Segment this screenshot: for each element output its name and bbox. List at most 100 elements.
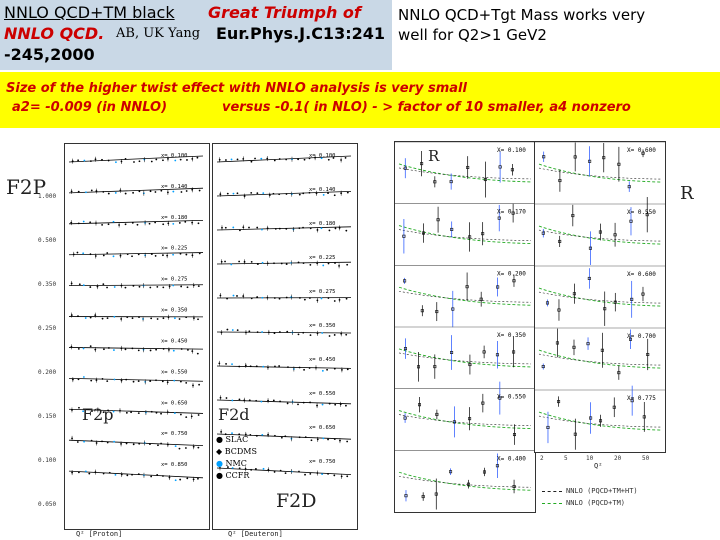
r-panel-left: X= 0.100 X= 0.170 X= 0.200 X= 0.350 X= 0.550… xyxy=(394,141,536,513)
f2-data-point xyxy=(198,189,201,192)
f2-data-point xyxy=(89,221,92,224)
title-line2-red: NNLO QCD. xyxy=(4,24,105,43)
r-data-point xyxy=(483,178,487,182)
f2-data-point xyxy=(345,229,348,232)
r-curve-ht xyxy=(398,229,532,241)
f2-data-point xyxy=(138,442,141,445)
r-data-point xyxy=(542,155,546,159)
f2-data-point xyxy=(280,262,283,265)
f2-data-point xyxy=(160,189,163,192)
f2-data-point xyxy=(77,378,80,381)
r-data-point xyxy=(642,415,646,419)
f2-data-point xyxy=(173,412,176,415)
f2-data-point xyxy=(225,397,228,399)
f2-data-point xyxy=(225,159,227,161)
f2-data-point xyxy=(327,438,329,441)
f2-bin-label: x= 0.100 xyxy=(161,153,188,159)
f2-data-point xyxy=(90,379,93,382)
title-pages: -245,2000 xyxy=(4,45,95,64)
r-xlabel: Q² xyxy=(594,462,603,470)
f2-data-point xyxy=(280,436,283,439)
f2-fit-curve xyxy=(68,439,204,447)
r-curve-tm xyxy=(398,163,532,183)
f2-data-point xyxy=(90,189,93,192)
f2-data-point xyxy=(327,262,330,265)
r-data-point xyxy=(557,400,561,404)
r-data-point xyxy=(588,246,592,250)
f2-data-point xyxy=(112,410,115,413)
f2-bin-label: x= 0.225 xyxy=(309,255,336,261)
f2-data-point xyxy=(273,262,275,265)
r-data-point xyxy=(555,341,559,345)
f2p-label: F2P xyxy=(6,175,47,199)
r-curve-ht xyxy=(398,290,532,303)
r-data-point xyxy=(586,342,590,346)
f2-data-point xyxy=(89,253,92,256)
title-authors: AB, UK Yang xyxy=(116,26,201,41)
f2-data-point xyxy=(130,411,132,414)
f2-data-point xyxy=(179,380,182,383)
f2-data-point xyxy=(226,328,229,331)
f2-data-point xyxy=(131,347,134,350)
r-data-point xyxy=(420,162,424,166)
f2-data-point xyxy=(224,260,226,263)
f2-fit-curve xyxy=(68,470,204,479)
r-plot-right: X= 0.600 X= 0.550 X= 0.600 X= 0.700 X= 0.775 xyxy=(535,141,665,450)
r-data-point xyxy=(645,213,649,217)
f2-data-point xyxy=(124,286,127,289)
title-journal: Eur.Phys.J.C13:241 xyxy=(216,24,385,43)
f2-data-point xyxy=(321,473,324,476)
r-xtick-4: 20 xyxy=(614,455,622,462)
f2-data-point xyxy=(328,229,331,232)
r-bin-label: X= 0.100 xyxy=(497,147,526,154)
f2-data-point xyxy=(138,160,141,163)
f2-data-point xyxy=(149,380,152,383)
f2-data-point xyxy=(149,443,151,445)
r-data-point xyxy=(629,219,633,223)
f2-data-point xyxy=(156,285,159,288)
f2-data-point xyxy=(88,472,91,475)
f2-data-point xyxy=(137,253,140,256)
f2-data-point xyxy=(261,331,263,333)
f2-data-point xyxy=(173,379,176,382)
f2-data-point xyxy=(185,190,188,192)
r-data-point xyxy=(613,233,617,237)
r-data-point xyxy=(558,179,562,183)
f2-data-point xyxy=(308,191,311,194)
f2-data-point xyxy=(107,223,110,226)
f2-data-point xyxy=(107,347,110,349)
r-data-point xyxy=(417,365,421,369)
r-data-point xyxy=(602,156,606,160)
f2-data-point xyxy=(82,376,85,378)
right-title-line2: well for Q2>1 GeV2 xyxy=(398,26,547,44)
legend-tm: NNLO (PQCD+TM) xyxy=(566,499,626,507)
r-data-point xyxy=(481,401,485,405)
f2-fit-curve xyxy=(68,377,204,382)
f2-data-point xyxy=(198,383,201,386)
f2-data-point xyxy=(197,222,200,225)
f2-data-point xyxy=(185,381,188,384)
r-data-point xyxy=(598,230,602,234)
f2-data-point xyxy=(137,380,140,383)
f2-data-point xyxy=(172,222,175,225)
f2-data-point xyxy=(82,220,85,223)
f2-data-point xyxy=(115,161,117,164)
f2d-inner-label: F2d xyxy=(218,405,250,424)
f2-data-point xyxy=(113,378,116,381)
r-xtick-2: 5 xyxy=(564,455,568,462)
f2-data-point xyxy=(286,330,289,333)
r-data-point xyxy=(545,301,549,305)
f2-bin-label: x= 0.750 xyxy=(161,431,188,437)
f2-data-point xyxy=(131,255,133,258)
f2-bin-label: x= 0.180 xyxy=(161,215,188,221)
f2-data-point xyxy=(238,398,241,401)
legend-line-tm xyxy=(542,503,562,504)
r-data-point xyxy=(466,165,470,169)
f2-fit-curve xyxy=(216,155,352,163)
f2-fit-curve xyxy=(216,261,352,265)
r-data-point xyxy=(466,482,470,486)
legend-marker-ccfr: ● xyxy=(216,471,223,480)
r-data-point xyxy=(588,159,592,163)
f2-data-point xyxy=(328,335,331,337)
f2-data-point xyxy=(346,191,349,194)
